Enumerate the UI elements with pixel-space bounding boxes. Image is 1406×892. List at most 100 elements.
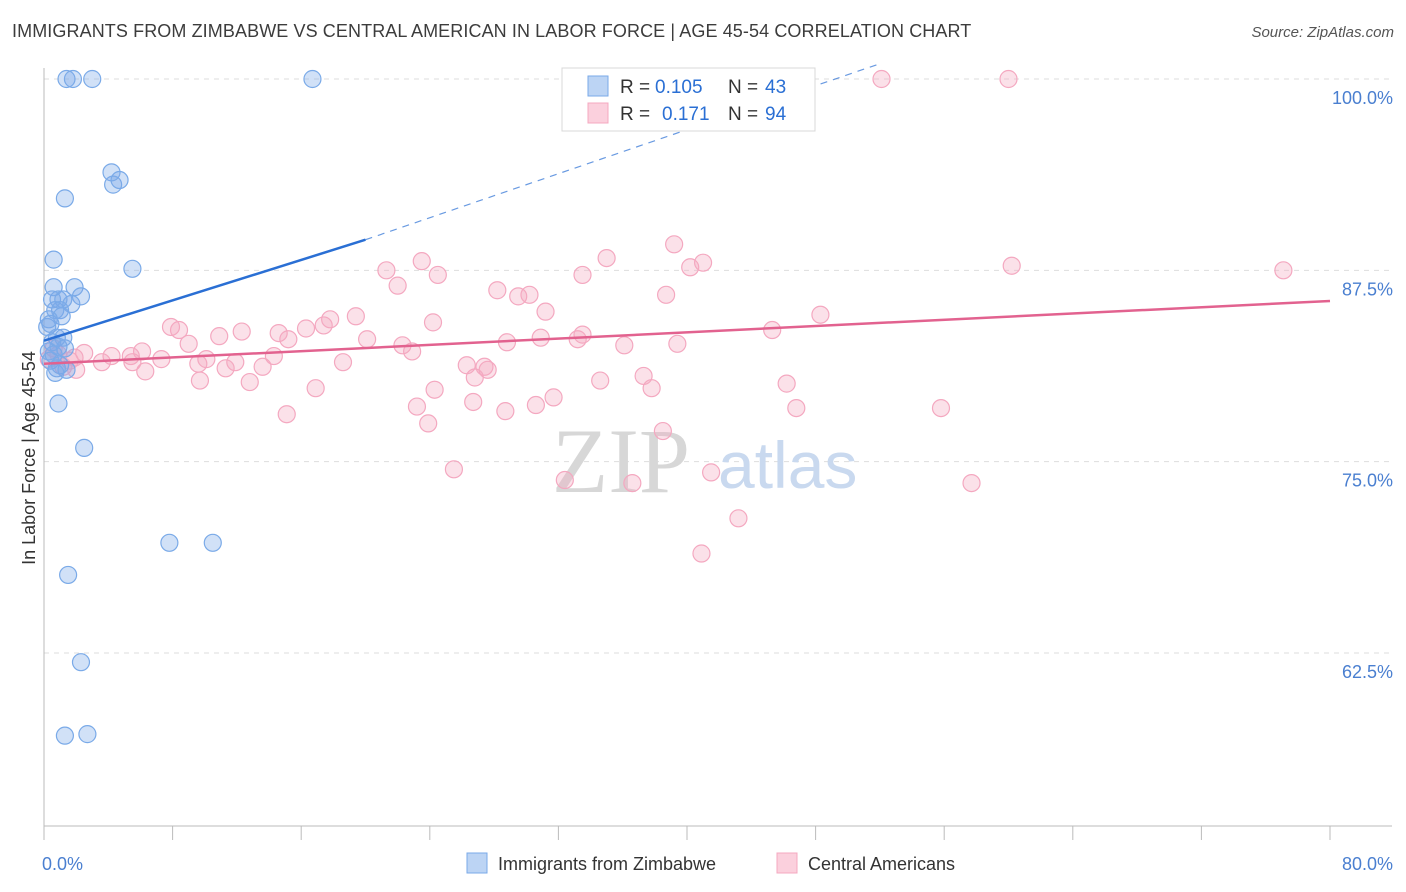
central-americans-point bbox=[428, 265, 447, 285]
central-americans-point bbox=[190, 371, 210, 390]
top-legend: R = 0.105 N = 43 R = 0.171 N = 94 bbox=[561, 67, 816, 132]
central-americans-point bbox=[653, 421, 672, 441]
x-tick-label: 80.0% bbox=[1342, 854, 1393, 874]
chart-title: IMMIGRANTS FROM ZIMBABWE VS CENTRAL AMER… bbox=[12, 21, 972, 41]
bottom-legend-central: Central Americans bbox=[808, 854, 955, 874]
zimbabwe-point bbox=[55, 726, 74, 745]
zimbabwe-point bbox=[57, 360, 76, 379]
zimbabwe-point bbox=[59, 565, 78, 585]
y-tick-label: 100.0% bbox=[1332, 88, 1393, 108]
zimbabwe-point bbox=[78, 725, 97, 744]
central-americans-point bbox=[692, 544, 711, 563]
central-americans-point bbox=[277, 405, 296, 424]
central-americans-point bbox=[615, 336, 634, 355]
central-americans-point bbox=[179, 334, 198, 353]
central-americans-point bbox=[702, 463, 721, 482]
zimbabwe-point bbox=[39, 342, 58, 361]
y-tick-labels: 62.5% 75.0% 87.5% 100.0% bbox=[1332, 88, 1393, 682]
zimbabwe-point bbox=[62, 294, 81, 314]
central-americans-point bbox=[407, 397, 427, 416]
central-americans-point bbox=[377, 261, 396, 280]
central-americans-point bbox=[269, 323, 288, 343]
zimbabwe-point bbox=[71, 653, 91, 672]
central-americans-point bbox=[306, 379, 325, 398]
central-americans-point bbox=[811, 305, 830, 324]
legend-r-label-1: R = bbox=[620, 77, 650, 98]
central-americans-point bbox=[102, 346, 121, 366]
central-americans-point bbox=[444, 460, 464, 479]
zimbabwe-point bbox=[71, 287, 91, 306]
legend-r-value-1: 0.105 bbox=[655, 77, 703, 98]
legend-swatch-zimbabwe bbox=[587, 75, 609, 97]
bottom-legend-zimbabwe: Immigrants from Zimbabwe bbox=[498, 854, 716, 874]
central-americans-point bbox=[787, 398, 806, 418]
central-americans-point bbox=[623, 473, 642, 493]
legend-n-label-1: N = bbox=[728, 77, 758, 98]
legend-r-value-2: 0.171 bbox=[662, 104, 710, 125]
central-americans-point bbox=[321, 310, 340, 329]
central-americans-point bbox=[346, 307, 365, 326]
central-americans-point bbox=[419, 414, 438, 433]
bottom-legend-swatch-central bbox=[776, 852, 798, 874]
central-americans-point bbox=[573, 265, 592, 285]
central-americans-point bbox=[253, 357, 272, 376]
central-americans-point bbox=[423, 313, 443, 332]
central-americans-point bbox=[232, 322, 251, 341]
central-americans-point bbox=[197, 350, 216, 369]
central-americans-point bbox=[520, 285, 539, 304]
source-credit: Source: ZipAtlas.com bbox=[1251, 24, 1394, 41]
bottom-legend-swatch-zimbabwe bbox=[466, 852, 488, 874]
central-americans-point bbox=[358, 330, 377, 349]
central-americans-point bbox=[240, 372, 259, 392]
central-americans-point bbox=[1002, 256, 1021, 275]
zimbabwe-point bbox=[104, 175, 123, 194]
central-americans-point bbox=[169, 320, 189, 340]
grid-lines bbox=[44, 78, 1392, 654]
central-americans-point bbox=[264, 346, 283, 366]
central-americans-point bbox=[642, 379, 661, 398]
zimbabwe-point bbox=[55, 189, 74, 208]
zimbabwe-points bbox=[38, 69, 322, 745]
central-americans-point bbox=[931, 398, 951, 418]
central-americans-point bbox=[403, 342, 422, 361]
central-americans-point bbox=[464, 392, 483, 412]
central-americans-point bbox=[591, 371, 610, 390]
central-americans-point bbox=[475, 357, 494, 376]
legend-n-value-1: 43 bbox=[765, 77, 786, 98]
zimbabwe-point bbox=[160, 533, 179, 552]
central-americans-point bbox=[693, 253, 713, 272]
central-americans-point bbox=[531, 328, 550, 347]
central-americans-point bbox=[333, 353, 353, 372]
central-americans-trend-line bbox=[43, 299, 1331, 365]
central-americans-point bbox=[496, 402, 515, 421]
zimbabwe-point bbox=[44, 250, 63, 269]
central-americans-point bbox=[210, 327, 229, 346]
zimbabwe-point bbox=[57, 69, 76, 89]
central-americans-point bbox=[777, 374, 796, 393]
central-americans-point bbox=[478, 360, 497, 379]
x-tick-label: 0.0% bbox=[42, 854, 83, 874]
zimbabwe-point bbox=[83, 69, 102, 89]
central-americans-point bbox=[536, 302, 555, 321]
legend-swatch-central bbox=[587, 102, 609, 124]
central-americans-point bbox=[544, 388, 563, 407]
axes bbox=[43, 68, 1392, 840]
y-tick-label: 75.0% bbox=[1342, 471, 1393, 491]
central-americans-point bbox=[763, 320, 782, 340]
central-americans-point bbox=[555, 470, 574, 490]
watermark-atlas: atlas bbox=[718, 428, 857, 502]
y-axis-title: In Labor Force | Age 45-54 bbox=[19, 351, 39, 565]
central-americans-point bbox=[279, 330, 298, 349]
legend-n-label-2: N = bbox=[728, 104, 758, 125]
zimbabwe-point bbox=[75, 438, 94, 457]
central-americans-point bbox=[1274, 261, 1293, 280]
central-americans-point bbox=[665, 235, 684, 254]
legend-n-value-2: 94 bbox=[765, 104, 787, 125]
y-tick-label: 87.5% bbox=[1342, 279, 1393, 299]
central-americans-point bbox=[526, 395, 545, 415]
watermark-zip: ZIP bbox=[552, 410, 690, 512]
central-americans-point bbox=[729, 509, 748, 528]
central-americans-point bbox=[488, 281, 507, 300]
zimbabwe-point bbox=[46, 363, 65, 382]
central-americans-point bbox=[657, 285, 676, 304]
